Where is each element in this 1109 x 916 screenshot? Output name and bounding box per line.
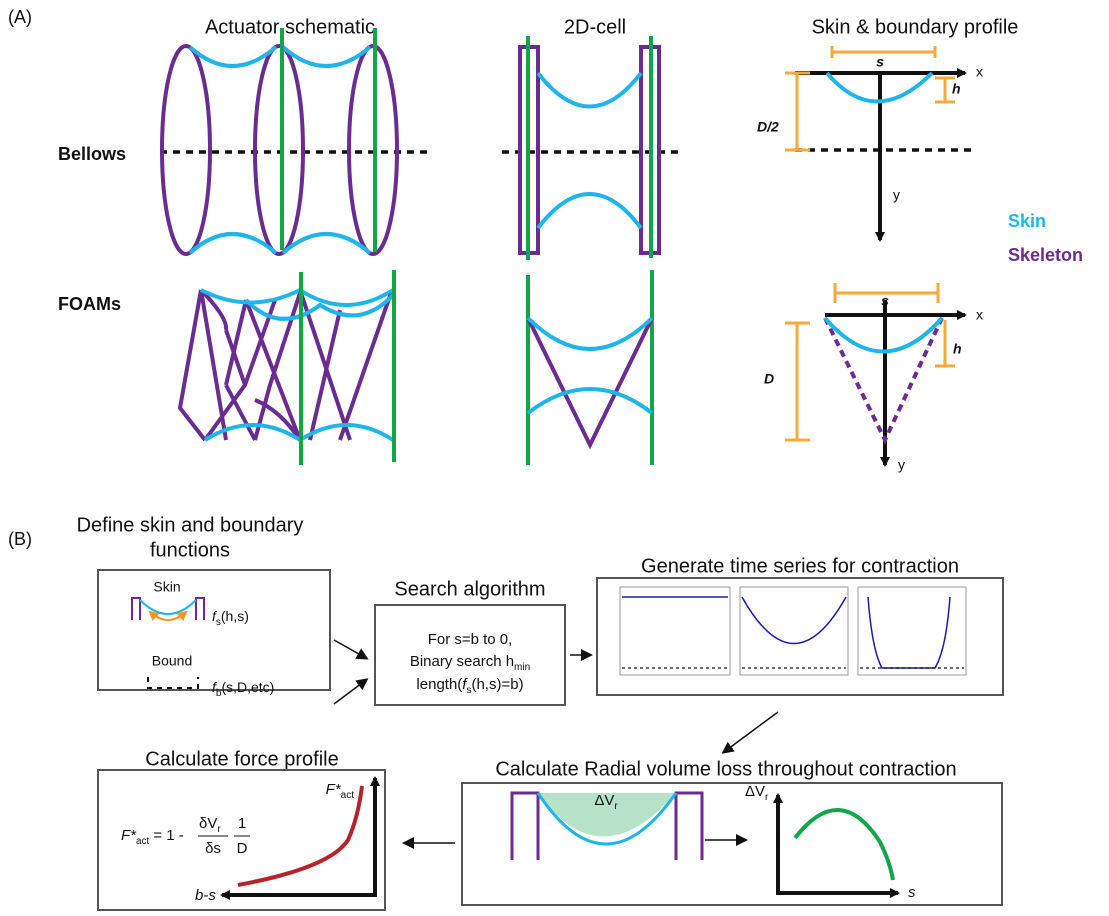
formula-lhs: F*act= 1 - (121, 827, 184, 847)
legend-skeleton: Skeleton (1008, 245, 1083, 265)
text: ΔV (745, 783, 765, 800)
operator: = 1 - (153, 827, 183, 844)
width-label: s (881, 293, 889, 309)
time-series-box (597, 578, 1003, 695)
flow-arrow (334, 640, 366, 658)
depth-bar (785, 73, 810, 150)
numerator: 1 (238, 815, 246, 832)
x-axis-label: x (976, 64, 983, 80)
skin (538, 194, 641, 228)
box-title: functions (150, 539, 230, 561)
skeleton (528, 318, 652, 445)
x-axis-label: b-s (195, 887, 216, 904)
symbol: F* (121, 827, 137, 844)
arguments: (h,s) (221, 608, 249, 624)
symbol: F* (326, 781, 342, 798)
box-title: Calculate Radial volume loss throughout … (495, 758, 956, 780)
depth-label: D/2 (757, 119, 779, 135)
foams-profile: s h D x y (764, 283, 983, 473)
skeleton (180, 290, 392, 440)
foams-cell (528, 270, 652, 465)
y-axis-label: y (893, 187, 900, 203)
height-label: h (953, 341, 962, 357)
flow-arrow (334, 680, 366, 704)
page: {"panel_a": {"label": "(A)", "column_tit… (0, 0, 1109, 916)
bound-function: fb(s,D,etc) (212, 679, 274, 699)
bellows-cell (502, 36, 682, 260)
figure: (A) Actuator schematic 2D-cell Skin & bo… (0, 0, 1109, 916)
box-title: Generate time series for contraction (641, 555, 959, 577)
panel-label: (A) (8, 7, 32, 27)
algorithm-line: For s=b to 0, (428, 631, 513, 648)
height-bar (935, 320, 955, 366)
bellows-profile: s h D/2 x y (757, 46, 983, 240)
box-title: Search algorithm (394, 578, 545, 600)
denominator: δs (205, 840, 221, 857)
panel-label: (B) (8, 529, 32, 549)
box-title: Define skin and boundary (77, 514, 304, 536)
text: ΔV (594, 792, 614, 809)
row-label: FOAMs (58, 294, 121, 314)
box-title: Calculate force profile (145, 748, 338, 770)
bellows-schematic (160, 28, 432, 254)
height-label: h (952, 81, 961, 97)
width-label: s (876, 54, 884, 70)
define-box (98, 570, 330, 690)
skin-label: Skin (153, 579, 180, 595)
column-title: Skin & boundary profile (812, 16, 1019, 38)
skin (528, 318, 652, 349)
skin (538, 73, 641, 107)
depth-bar (785, 323, 810, 440)
text: Binary search h (410, 653, 514, 670)
row-label: Bellows (58, 144, 126, 164)
symbol: δV (199, 815, 217, 832)
skeleton-ring (162, 46, 210, 254)
y-axis-label: y (898, 457, 905, 473)
column-title: 2D-cell (564, 16, 626, 38)
subscript: min (514, 662, 530, 673)
arguments: (s,D,etc) (221, 679, 274, 695)
algorithm-line: Binary search hmin (410, 653, 530, 673)
flow-arrow (724, 712, 778, 752)
x-axis-label: s (908, 884, 916, 901)
depth-label: D (764, 371, 774, 387)
subscript: act (136, 836, 150, 847)
skin (528, 389, 652, 413)
text: (h,s)=b) (471, 676, 523, 693)
bound-label: Bound (152, 653, 192, 669)
foams-schematic (180, 270, 394, 465)
text: length( (416, 676, 462, 693)
column-title: Actuator schematic (205, 16, 375, 38)
x-axis-label: x (976, 307, 983, 323)
subscript: act (341, 790, 355, 801)
denominator: D (237, 840, 248, 857)
skeleton-ring (255, 46, 303, 254)
legend-skin: Skin (1008, 211, 1046, 231)
